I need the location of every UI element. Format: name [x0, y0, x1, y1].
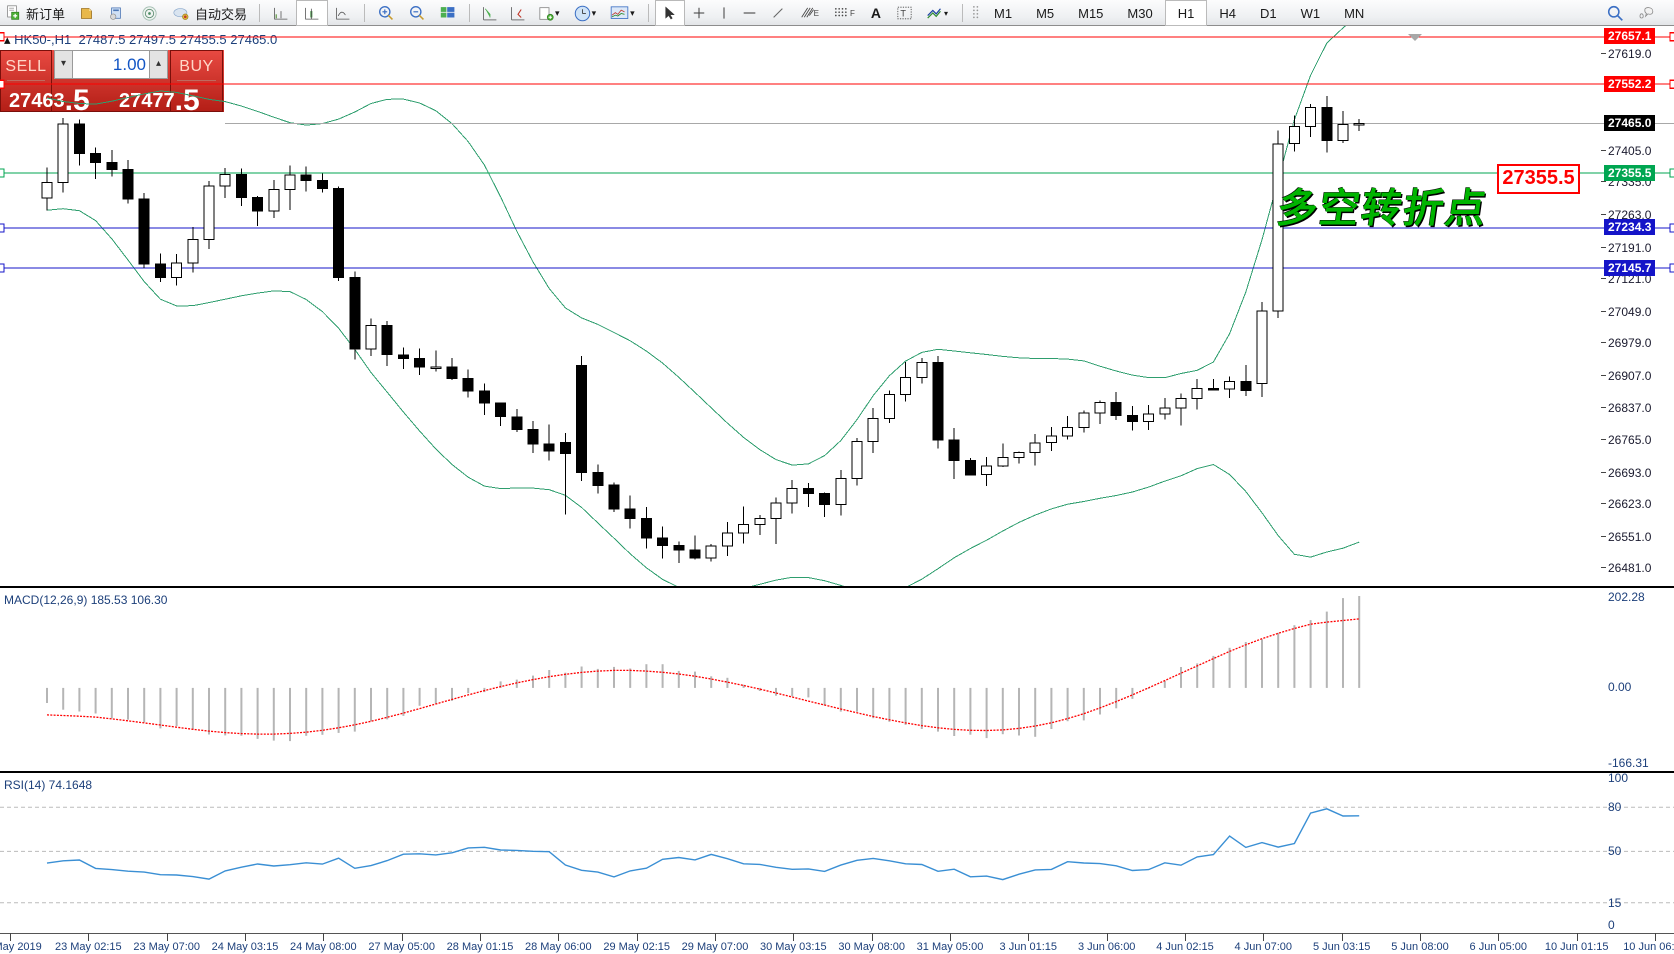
svg-text:T: T [900, 8, 906, 18]
